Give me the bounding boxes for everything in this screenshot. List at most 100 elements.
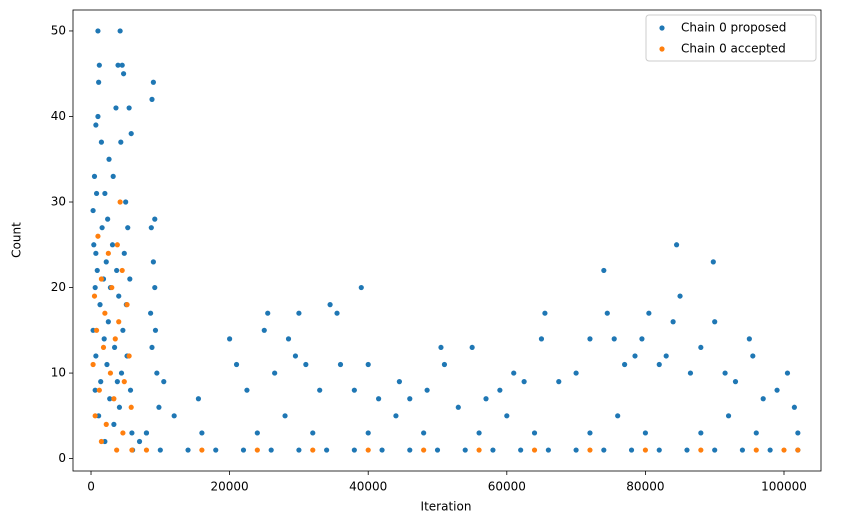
point [161,379,167,385]
point [114,379,120,385]
point [739,447,746,453]
point [531,430,538,436]
point [123,199,129,205]
point [117,199,123,205]
point [483,396,489,402]
x-tick-label: 100000 [761,480,807,494]
point [656,447,662,453]
point [334,310,340,316]
point [455,404,461,410]
point [93,250,99,256]
point [99,225,105,231]
point [227,336,233,342]
point [157,447,163,453]
point [781,447,787,453]
point [95,233,101,239]
point [604,310,610,316]
point [105,319,111,325]
point [105,250,111,256]
point [107,370,114,376]
point [110,173,116,179]
point [684,447,690,453]
point [111,421,117,427]
point [120,430,126,436]
point [116,293,122,299]
point [233,361,240,368]
point [393,413,399,419]
point [407,396,413,402]
point [750,353,756,359]
point [116,319,122,325]
point [195,396,202,402]
point [91,173,98,179]
point [687,370,694,376]
point [103,259,109,265]
point [556,379,562,385]
point [98,276,105,282]
point [95,113,101,120]
point [698,430,704,436]
point [185,447,191,453]
point [760,396,766,402]
point [92,387,98,393]
point [673,242,680,248]
point [120,327,126,333]
point [663,353,669,359]
point [497,387,503,393]
point [272,370,278,376]
point [125,225,131,231]
point [791,404,797,410]
x-tick-label: 60000 [488,480,526,494]
point [795,430,801,436]
point [113,105,119,111]
point [438,344,444,351]
point [152,284,158,291]
point [351,447,357,453]
point [795,447,801,453]
x-tick-label: 80000 [626,480,664,494]
point [103,421,109,427]
point [97,302,103,308]
point [542,310,548,316]
point [538,336,545,342]
point [127,387,134,393]
point [136,438,143,445]
point [91,242,97,248]
point [100,344,107,351]
point [111,344,118,351]
point [611,336,617,342]
y-tick-label: 30 [51,195,66,209]
point [462,447,468,453]
point [154,370,160,376]
point [102,310,108,316]
point [722,370,728,376]
point [94,267,100,274]
point [126,105,132,111]
point [670,319,676,325]
point [101,336,107,342]
point [601,447,607,453]
point [95,28,101,34]
point [310,447,316,453]
point [476,430,482,436]
point [96,387,102,393]
point [213,447,219,453]
point [105,216,111,222]
point [587,430,593,436]
x-tick-label: 40000 [349,480,387,494]
point [725,413,732,419]
point [149,344,155,351]
point [199,447,205,453]
point [92,284,98,291]
point [254,430,260,436]
point [376,396,382,402]
legend-marker [659,46,665,52]
point [441,361,448,368]
point [358,284,364,291]
point [114,267,120,274]
point [601,267,607,274]
point [102,190,108,197]
point [148,310,154,316]
point [143,447,150,453]
point [317,387,323,393]
